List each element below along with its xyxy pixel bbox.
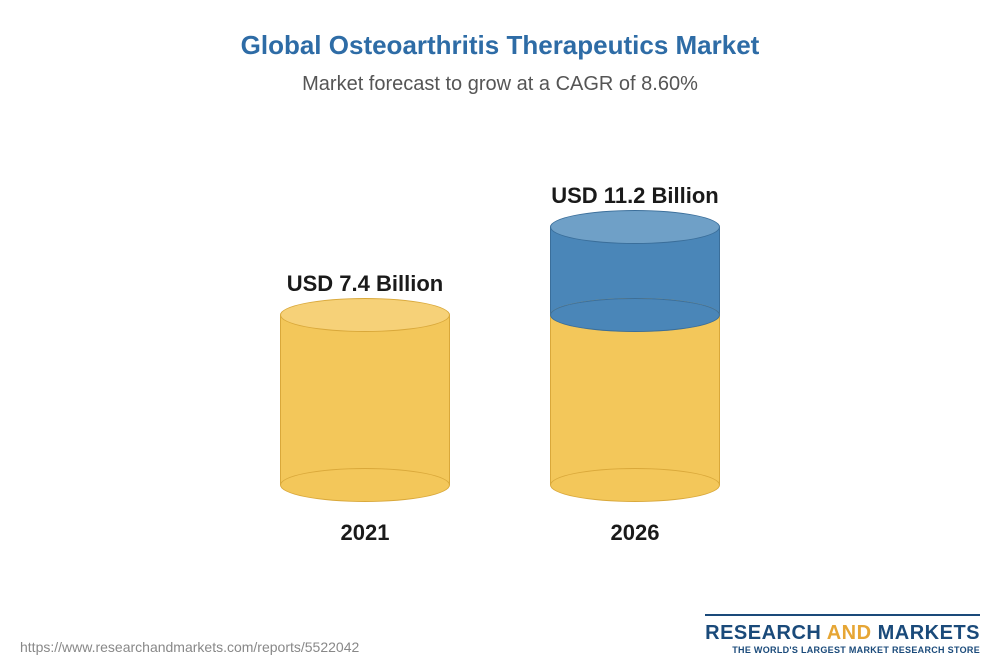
source-url: https://www.researchandmarkets.com/repor… (20, 639, 359, 655)
logo: RESEARCH AND MARKETS THE WORLD'S LARGEST… (705, 614, 980, 655)
cylinder-mid (550, 298, 720, 332)
footer: https://www.researchandmarkets.com/repor… (0, 614, 1000, 655)
cylinder-2021 (280, 315, 450, 485)
cylinder-2026 (550, 227, 720, 485)
logo-word-markets: MARKETS (878, 622, 980, 644)
cylinder-segment (280, 315, 450, 485)
year-label-2021: 2021 (341, 520, 390, 546)
cylinder-top (280, 298, 450, 332)
cylinder-top (550, 210, 720, 244)
cylinder-bottom (550, 468, 720, 502)
logo-tagline: THE WORLD'S LARGEST MARKET RESEARCH STOR… (705, 645, 980, 655)
logo-text: RESEARCH AND MARKETS (705, 622, 980, 645)
chart-subtitle: Market forecast to grow at a CAGR of 8.6… (302, 73, 698, 96)
bar-2026: USD 11.2 Billion 2026 (550, 183, 720, 546)
value-label-2026: USD 11.2 Billion (551, 183, 719, 209)
logo-word-and: AND (827, 622, 872, 644)
year-label-2026: 2026 (611, 520, 660, 546)
bar-2021: USD 7.4 Billion 2021 (280, 271, 450, 546)
cylinder-body (550, 315, 720, 485)
logo-word-research: RESEARCH (705, 622, 821, 644)
chart-area: USD 7.4 Billion 2021 USD 11.2 Billion (280, 126, 720, 546)
cylinder-body (280, 315, 450, 485)
cylinder-segment-bottom (550, 315, 720, 485)
cylinder-segment-top (550, 227, 720, 315)
value-label-2021: USD 7.4 Billion (287, 271, 443, 297)
chart-container: Global Osteoarthritis Therapeutics Marke… (0, 0, 1000, 667)
chart-title: Global Osteoarthritis Therapeutics Marke… (241, 30, 760, 61)
cylinder-bottom (280, 468, 450, 502)
